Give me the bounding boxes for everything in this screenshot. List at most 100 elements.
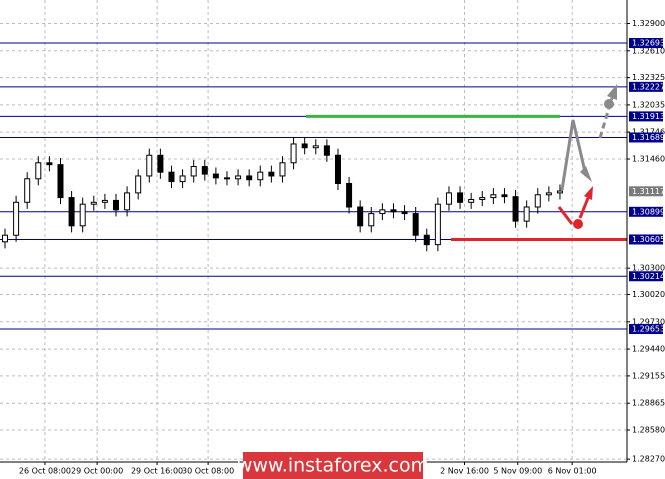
- candle-body: [390, 209, 397, 213]
- watermark-box: [243, 452, 423, 479]
- arrow-head: [607, 84, 617, 100]
- candle-body: [479, 197, 486, 200]
- level-label: 1.30214: [632, 272, 665, 281]
- candle-body: [379, 209, 386, 215]
- y-tick-label: 1.29730: [632, 317, 665, 326]
- candle-body: [301, 143, 308, 149]
- candle-body: [246, 175, 253, 181]
- x-tick-label: 2 Nov 16:00: [440, 467, 489, 476]
- candle-body: [201, 166, 208, 175]
- level-label: 1.31689: [632, 133, 665, 142]
- arrow-head: [584, 186, 593, 200]
- candle-body: [368, 213, 375, 227]
- candle-body: [35, 162, 42, 180]
- y-tick-label: 1.29155: [632, 371, 665, 380]
- candle-body: [90, 201, 97, 205]
- candle-body: [223, 177, 230, 180]
- candle-body: [423, 234, 430, 246]
- x-tick-label: 29 Oct 16:00: [131, 467, 183, 476]
- current-price-box: [629, 186, 663, 197]
- level-label-box: [629, 111, 663, 122]
- candle-body: [235, 175, 242, 180]
- candle-body: [124, 192, 131, 211]
- level-label: 1.32227: [632, 82, 665, 91]
- candle-body: [523, 206, 530, 222]
- x-tick-label: 5 Nov 09:00: [493, 467, 542, 476]
- candle-body: [323, 145, 330, 156]
- level-label-box: [629, 234, 663, 245]
- y-tick-label: 1.32035: [632, 100, 665, 109]
- candle-body: [279, 162, 286, 177]
- candle-body: [190, 166, 197, 177]
- candle-body: [501, 194, 508, 198]
- support-arrow: [557, 206, 574, 225]
- candle-body: [157, 154, 164, 173]
- candle-body: [401, 211, 408, 215]
- candle-body: [334, 154, 341, 184]
- candle-body: [13, 201, 20, 236]
- level-label: 1.30605: [632, 235, 665, 244]
- candle-body: [179, 175, 186, 183]
- arrow-head: [580, 166, 592, 182]
- y-tick-label: 1.28865: [632, 399, 665, 408]
- candle-body: [434, 203, 441, 246]
- candle-body: [46, 162, 53, 166]
- candle-body: [168, 171, 175, 183]
- y-tick-label: 1.32900: [632, 19, 665, 28]
- x-tick-label: 26 Oct 08:00: [19, 467, 71, 476]
- watermark: www.instaforex.com: [237, 455, 429, 477]
- arrow-dot: [604, 99, 614, 109]
- level-label: 1.29653: [632, 325, 665, 334]
- forecast-arrow: [560, 119, 588, 191]
- x-tick-label: 6 Nov 01:00: [548, 467, 597, 476]
- level-label-box: [629, 38, 663, 49]
- arrow-dot: [573, 219, 583, 229]
- candle-body: [545, 192, 552, 196]
- candle-body: [490, 194, 497, 199]
- support-arrow: [578, 197, 590, 219]
- level-label-box: [629, 271, 663, 282]
- y-tick-label: 1.31746: [632, 128, 665, 137]
- candle-body: [101, 199, 108, 203]
- y-tick-label: 1.28270: [632, 455, 665, 464]
- y-tick-label: 1.32610: [632, 46, 665, 55]
- y-tick-label: 1.30020: [632, 290, 665, 299]
- candle-body: [468, 198, 475, 203]
- level-label: 1.31913: [632, 112, 665, 121]
- x-tick-label: 29 Oct 00:00: [71, 467, 123, 476]
- candle-body: [346, 182, 353, 208]
- y-tick-label: 1.31460: [632, 155, 665, 164]
- level-label-box: [629, 206, 663, 217]
- x-tick-label: 30 Oct 08:00: [182, 467, 234, 476]
- candle-body: [257, 171, 264, 181]
- y-tick-label: 1.28580: [632, 426, 665, 435]
- candle-body: [512, 196, 519, 222]
- candle-body: [68, 197, 75, 227]
- candle-body: [146, 154, 153, 177]
- candle-body: [534, 194, 541, 208]
- candle-body: [457, 192, 464, 203]
- candle-body: [1, 234, 8, 243]
- forecast-arrows: [557, 84, 617, 229]
- y-tick-label: 1.30300: [632, 264, 665, 273]
- candle-body: [112, 199, 119, 211]
- candle-body: [268, 171, 275, 177]
- candle-body: [79, 203, 86, 227]
- candle-body: [135, 175, 142, 194]
- candle-body: [445, 192, 452, 205]
- candle-body: [556, 190, 563, 194]
- candle-body: [412, 213, 419, 236]
- candle-body: [312, 145, 319, 149]
- current-price-label: 1.31117: [632, 187, 665, 196]
- level-label: 1.32693: [632, 39, 665, 48]
- candle-body: [357, 206, 364, 227]
- candle-body: [24, 178, 31, 203]
- y-tick-label: 1.32325: [632, 73, 665, 82]
- candle-body: [212, 173, 219, 179]
- level-label: 1.30899: [632, 207, 665, 216]
- level-label-box: [629, 132, 663, 143]
- level-label-box: [629, 81, 663, 92]
- level-label-box: [629, 324, 663, 335]
- y-tick-label: 1.29440: [632, 345, 665, 354]
